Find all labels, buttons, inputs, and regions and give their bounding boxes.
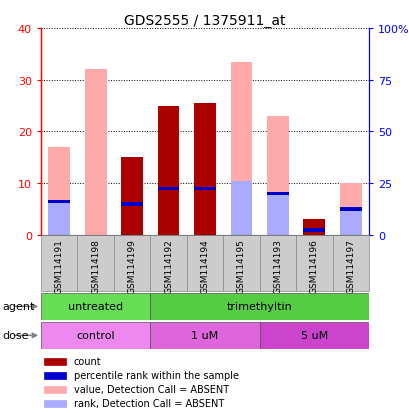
Bar (266, 192, 288, 196)
Bar (332, 235, 368, 291)
Bar (48, 202, 70, 235)
Bar (44, 373, 66, 379)
Bar (41, 235, 77, 291)
Bar (230, 62, 252, 235)
Bar (41, 293, 150, 320)
Bar (266, 194, 288, 235)
Text: percentile rank within the sample: percentile rank within the sample (74, 370, 238, 380)
Text: control: control (76, 330, 115, 341)
Bar (150, 293, 368, 320)
Text: agent: agent (2, 301, 34, 312)
Text: 1 uM: 1 uM (191, 330, 218, 341)
Text: GSM114194: GSM114194 (200, 238, 209, 293)
Text: GSM114199: GSM114199 (127, 238, 136, 293)
Bar (266, 116, 288, 235)
Bar (259, 322, 368, 349)
Bar (85, 70, 106, 235)
Text: dose: dose (2, 330, 29, 341)
Text: trimethyltin: trimethyltin (226, 301, 292, 312)
Text: GSM114193: GSM114193 (273, 238, 282, 293)
Text: count: count (74, 357, 101, 367)
Text: GSM114191: GSM114191 (54, 238, 63, 293)
Text: GSM114195: GSM114195 (236, 238, 245, 293)
Bar (193, 187, 216, 191)
Text: GSM114197: GSM114197 (346, 238, 355, 293)
Bar (295, 235, 332, 291)
Text: 5 uM: 5 uM (300, 330, 327, 341)
Bar (150, 235, 187, 291)
Bar (150, 322, 259, 349)
Bar (222, 235, 259, 291)
Bar (339, 184, 361, 235)
Text: rank, Detection Call = ABSENT: rank, Detection Call = ABSENT (74, 399, 223, 408)
Bar (44, 400, 66, 407)
Bar (259, 235, 295, 291)
Bar (157, 106, 179, 235)
Bar (44, 358, 66, 365)
Bar (303, 220, 324, 235)
Text: GSM114198: GSM114198 (91, 238, 100, 293)
Bar (121, 203, 143, 206)
Title: GDS2555 / 1375911_at: GDS2555 / 1375911_at (124, 14, 285, 28)
Bar (48, 148, 70, 235)
Text: GSM114196: GSM114196 (309, 238, 318, 293)
Bar (339, 207, 361, 235)
Bar (44, 386, 66, 393)
Bar (114, 235, 150, 291)
Bar (230, 181, 252, 235)
Bar (121, 158, 143, 235)
Bar (303, 229, 324, 235)
Text: GSM114192: GSM114192 (164, 238, 173, 293)
Bar (48, 200, 70, 204)
Text: untreated: untreated (68, 301, 123, 312)
Bar (187, 235, 222, 291)
Bar (77, 235, 114, 291)
Bar (339, 208, 361, 211)
Bar (193, 104, 216, 235)
Bar (157, 187, 179, 191)
Text: value, Detection Call = ABSENT: value, Detection Call = ABSENT (74, 385, 228, 394)
Bar (303, 228, 324, 232)
Bar (41, 322, 150, 349)
Bar (303, 220, 324, 235)
